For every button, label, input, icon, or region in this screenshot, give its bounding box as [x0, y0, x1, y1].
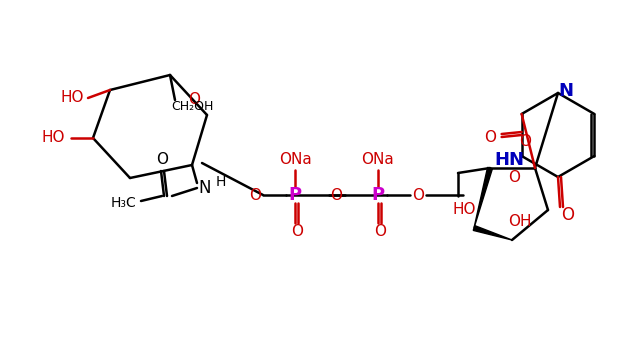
- Polygon shape: [474, 167, 492, 228]
- Text: O: O: [156, 153, 168, 168]
- Polygon shape: [473, 226, 512, 240]
- Text: O: O: [412, 187, 424, 203]
- Text: HO: HO: [452, 203, 476, 218]
- Text: O: O: [189, 92, 200, 107]
- Text: CH₂OH: CH₂OH: [171, 101, 213, 114]
- Text: O: O: [330, 187, 342, 203]
- Text: O: O: [519, 134, 531, 149]
- Text: O: O: [509, 170, 520, 186]
- Text: HN: HN: [495, 151, 525, 169]
- Text: N: N: [559, 82, 573, 100]
- Text: ONa: ONa: [362, 153, 394, 168]
- Text: HO: HO: [41, 131, 65, 146]
- Text: H: H: [216, 175, 226, 189]
- Text: OH: OH: [508, 215, 532, 230]
- Text: O: O: [374, 223, 386, 238]
- Text: O: O: [291, 223, 303, 238]
- Text: O: O: [249, 187, 261, 203]
- Text: P: P: [289, 186, 301, 204]
- Text: H₃C: H₃C: [110, 196, 136, 210]
- Text: O: O: [484, 130, 495, 144]
- Text: ONa: ONa: [278, 153, 312, 168]
- Text: O: O: [561, 206, 575, 224]
- Text: HO: HO: [60, 90, 84, 105]
- Text: P: P: [371, 186, 385, 204]
- Text: N: N: [199, 179, 211, 197]
